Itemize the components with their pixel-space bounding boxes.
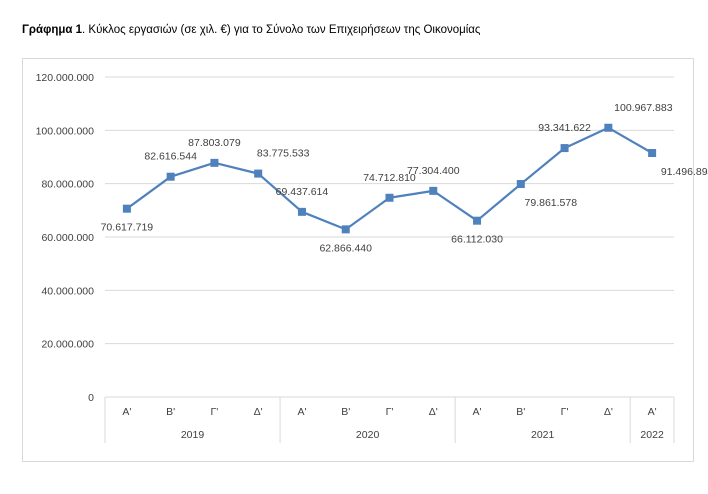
data-point xyxy=(516,180,525,189)
data-label: 83.775.533 xyxy=(257,148,310,160)
x-group-label: 2022 xyxy=(640,429,664,441)
data-point xyxy=(648,149,657,158)
data-point xyxy=(166,172,175,181)
chart-frame xyxy=(22,58,694,462)
y-tick-label: 100.000.000 xyxy=(36,125,95,137)
data-point xyxy=(385,193,394,202)
data-label: 66.112.030 xyxy=(451,234,503,246)
x-tick-label: Γ' xyxy=(561,406,569,418)
data-point xyxy=(341,225,350,234)
data-point xyxy=(297,207,306,216)
y-tick-label: 120.000.000 xyxy=(36,72,95,84)
x-tick-label: Α' xyxy=(648,406,657,418)
x-tick-label: Β' xyxy=(516,406,525,418)
caption-text: . Κύκλος εργασιών (σε χιλ. €) για το Σύν… xyxy=(82,24,481,36)
y-tick-label: 80.000.000 xyxy=(41,179,94,191)
x-group-label: 2019 xyxy=(181,429,205,441)
data-point xyxy=(473,216,482,225)
data-label: 74.712.810 xyxy=(363,172,416,184)
data-label: 93.341.622 xyxy=(538,122,591,134)
x-tick-label: Α' xyxy=(122,406,131,418)
y-tick-label: 0 xyxy=(88,392,94,404)
x-tick-label: Δ' xyxy=(429,406,438,418)
data-point xyxy=(210,158,219,167)
x-tick-label: Γ' xyxy=(211,406,219,418)
data-point xyxy=(429,186,438,195)
x-group-label: 2020 xyxy=(356,429,380,441)
x-tick-label: Β' xyxy=(166,406,175,418)
data-label: 79.861.578 xyxy=(525,197,578,209)
x-group-label: 2021 xyxy=(531,429,555,441)
y-tick-label: 60.000.000 xyxy=(41,232,94,244)
data-label: 82.616.544 xyxy=(144,151,197,163)
x-tick-label: Α' xyxy=(473,406,482,418)
y-tick-label: 40.000.000 xyxy=(41,285,94,297)
data-point xyxy=(604,123,613,132)
data-label: 77.304.400 xyxy=(407,165,460,177)
data-label: 100.967.883 xyxy=(614,102,673,114)
y-tick-label: 20.000.000 xyxy=(41,339,94,351)
x-tick-label: Γ' xyxy=(386,406,394,418)
data-label: 62.866.440 xyxy=(319,242,372,254)
x-tick-label: Β' xyxy=(341,406,350,418)
chart-caption: Γράφημα 1. Κύκλος εργασιών (σε χιλ. €) γ… xyxy=(22,24,480,36)
caption-bold: Γράφημα 1 xyxy=(22,24,83,36)
data-label: 87.803.079 xyxy=(188,137,241,149)
data-point xyxy=(254,169,263,178)
data-label: 91.496.894 xyxy=(661,166,708,178)
data-label: 69.437.614 xyxy=(276,186,329,198)
data-point xyxy=(560,144,569,153)
data-point xyxy=(122,204,131,213)
x-tick-label: Δ' xyxy=(604,406,613,418)
x-tick-label: Δ' xyxy=(254,406,263,418)
data-label: 70.617.719 xyxy=(101,222,154,234)
x-tick-label: Α' xyxy=(297,406,306,418)
